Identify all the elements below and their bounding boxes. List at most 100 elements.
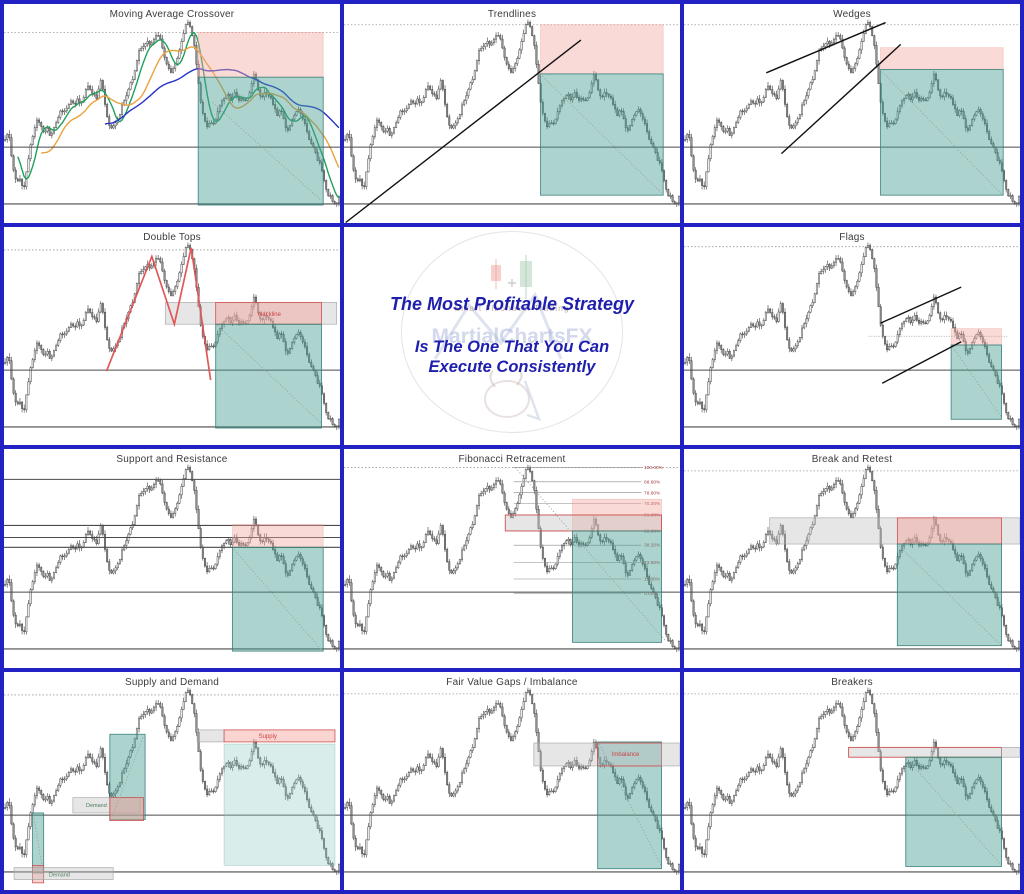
- chart-title: Double Tops: [143, 231, 201, 243]
- projection-dashed-line: [33, 814, 44, 872]
- trendline: [780, 43, 902, 155]
- projection-dashed-line: [898, 545, 1002, 646]
- red-zone: [896, 517, 1002, 545]
- projection-dashed-line: [599, 743, 662, 867]
- candlestick-chart: [344, 19, 680, 223]
- moving-average-line: [104, 67, 340, 129]
- fib-level-label: 11.80%: [644, 577, 661, 583]
- projection-dashed-line: [217, 324, 322, 424]
- chart-title: Support and Resistance: [116, 454, 228, 465]
- zone-label: Imbalance: [612, 752, 640, 758]
- candles-group: [344, 687, 680, 875]
- panel-wedges: Wedges: [684, 4, 1020, 223]
- zone-label: Supply: [259, 733, 277, 739]
- teal-zone: [597, 740, 662, 869]
- fib-level-label: 0.00%: [644, 591, 658, 597]
- candles-group: [344, 19, 680, 207]
- gray-zone: [13, 866, 114, 880]
- chart-title: Supply and Demand: [124, 676, 219, 688]
- teal-zone: [880, 69, 1004, 196]
- candlestick-chart: [684, 19, 1020, 207]
- candles-group: [4, 242, 340, 430]
- candles-group: [4, 464, 340, 652]
- zone-label: Demand: [86, 803, 107, 809]
- panel-fair-value-gaps-imbalance: Fair Value Gaps / Imbalance Imbalance: [344, 671, 680, 890]
- pink-zone: [540, 24, 664, 75]
- chart-title: Fibonacci Retracement: [458, 454, 566, 465]
- chart-title: Moving Average Crossover: [109, 9, 235, 20]
- fib-level-label: 23.60%: [644, 560, 661, 566]
- candlestick-chart: Supply Demand Demand: [4, 687, 340, 883]
- panel-break-and-retest: Break and Retest: [684, 449, 1020, 668]
- watermark-circle: [401, 230, 623, 433]
- projection-dashed-line: [952, 346, 1002, 417]
- teal-zone: [572, 530, 662, 643]
- quote-line-3: Execute Consistently: [428, 358, 596, 377]
- projection-dashed-line: [907, 758, 1002, 866]
- fib-level-label: 38.20%: [644, 543, 661, 549]
- gray-zone: [1001, 746, 1020, 758]
- teal-zone: [896, 543, 1002, 647]
- panel-supply-and-demand: Supply and Demand Supply Demand Demand: [4, 671, 340, 890]
- trendline: [766, 21, 886, 74]
- gray-zone: [72, 796, 141, 813]
- pink-zone: [232, 524, 324, 548]
- fib-level-label: 100.00%: [644, 465, 664, 471]
- candlestick-chart: [4, 19, 340, 207]
- candlestick-chart: [684, 687, 1020, 875]
- zone-label: Neckline: [258, 312, 282, 318]
- panel-flags: Flags: [684, 226, 1020, 445]
- candles-group: [684, 242, 1020, 430]
- grayred-zone: [504, 514, 662, 532]
- gray-zone: [533, 742, 599, 766]
- chart-title: Flags: [839, 231, 865, 243]
- panel-breakers: Breakers: [684, 671, 1020, 890]
- candles-group: [684, 464, 1020, 652]
- projection-dashed-line: [212, 102, 322, 201]
- chart-title: Trendlines: [487, 9, 537, 20]
- chart-title: Breakers: [831, 676, 873, 688]
- trendline: [345, 39, 582, 223]
- candles-group: [344, 464, 680, 652]
- candlestick-chart: 100.00% 88.60% 78.60% 70.20% 61.80% 50.00% 38.…: [344, 464, 680, 652]
- pink-zone: [880, 47, 1004, 70]
- candlestick-chart: [684, 242, 1020, 430]
- fib-level-label: 88.60%: [644, 479, 661, 485]
- teal-zone: [215, 323, 322, 428]
- teal-zone: [232, 546, 324, 652]
- teal-zone: [197, 76, 324, 206]
- teal-zone: [950, 344, 1002, 420]
- candlestick-chart: Imbalance: [344, 687, 680, 875]
- grayred-zone: [848, 746, 1002, 758]
- moving-average-line: [17, 32, 340, 199]
- red-zone: [32, 864, 45, 883]
- double-top-zigzag: [105, 247, 212, 380]
- fib-level-label: 78.60%: [644, 490, 661, 496]
- pink-zone: [197, 32, 324, 78]
- chart-title: Break and Retest: [811, 454, 893, 465]
- chart-title: Fair Value Gaps / Imbalance: [446, 676, 578, 688]
- quote-panel: Smart Fibonacci Trading MartialChartsFX …: [344, 226, 680, 445]
- candlestick-chart: Neckline: [4, 242, 340, 430]
- fib-level-label: 61.80%: [644, 513, 661, 519]
- gray-zone: [196, 729, 225, 742]
- fib-level-label: 50.00%: [644, 529, 661, 535]
- quote-line-1: The Most Profitable Strategy: [389, 293, 635, 314]
- gray-zone: [661, 742, 680, 766]
- moving-average-line: [41, 46, 340, 168]
- projection-dashed-line: [111, 735, 144, 816]
- chart-title: Wedges: [833, 9, 871, 20]
- candles-group: [684, 687, 1020, 875]
- candles-group: [4, 687, 340, 875]
- trendline: [881, 340, 962, 384]
- fib-level-label: 70.20%: [644, 501, 661, 507]
- red-zone: [223, 729, 336, 742]
- gray-zone: [769, 517, 1020, 545]
- projection-dashed-line: [541, 75, 662, 194]
- candlestick-chart: [4, 464, 340, 652]
- quote-line-2: Is The One That You Can: [414, 337, 610, 356]
- teal-zone: [905, 756, 1002, 867]
- teal-zone: [32, 811, 45, 873]
- trendline: [880, 285, 962, 324]
